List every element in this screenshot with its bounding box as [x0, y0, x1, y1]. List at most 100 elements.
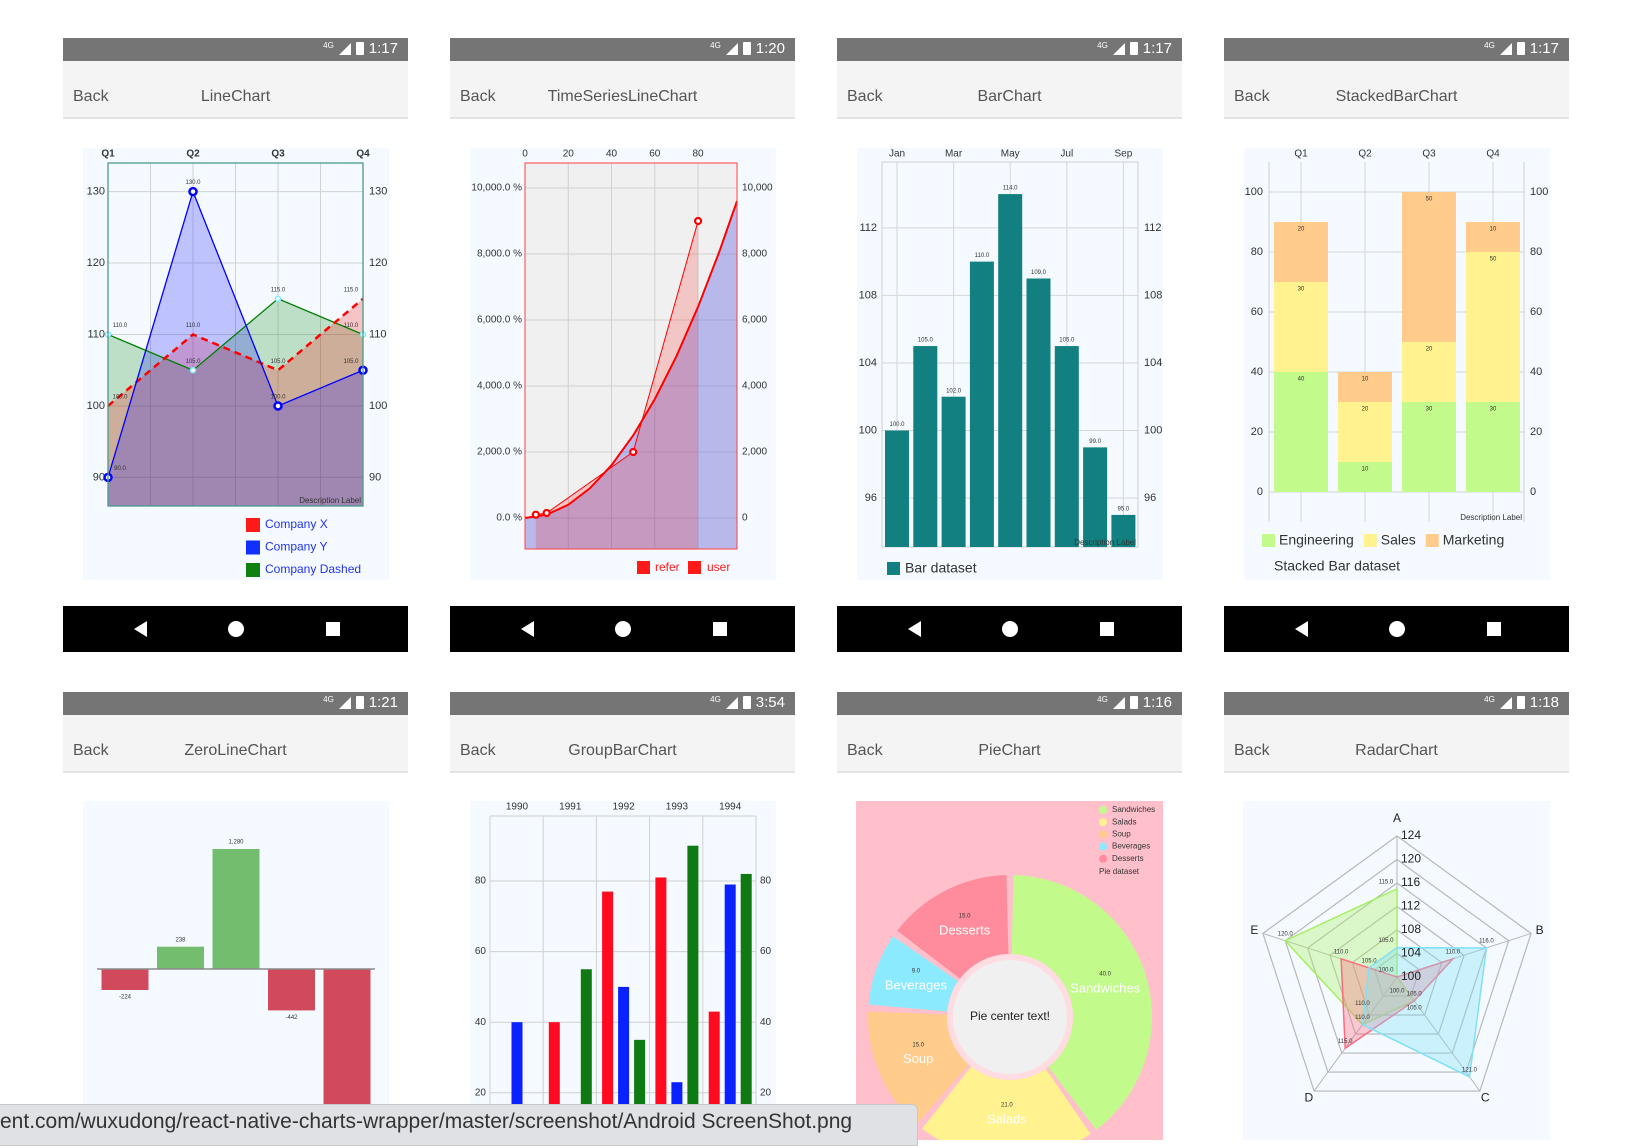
bar: [157, 946, 204, 969]
status-icons: 4G 1:18: [1484, 694, 1559, 711]
legend-label: Desserts: [1112, 854, 1144, 863]
legend-label: Sales: [1381, 532, 1416, 548]
stacked-bar-segment: [1402, 342, 1456, 402]
y-tick-left: 40: [1251, 366, 1263, 378]
bar: [655, 877, 667, 1140]
nav-back-icon[interactable]: [908, 621, 921, 637]
nav-recents-icon[interactable]: [1100, 622, 1114, 636]
status-time: 1:16: [1142, 694, 1172, 711]
y-tick-left: 60: [1251, 306, 1263, 318]
nav-recents-icon[interactable]: [326, 622, 340, 636]
r-tick-label: 116: [1401, 875, 1420, 889]
stacked-bar-segment: [1466, 252, 1520, 402]
stacked-bar-segment: [1338, 372, 1392, 402]
back-button[interactable]: Back: [460, 742, 496, 759]
y-tick-left: 80: [475, 876, 487, 887]
bar: [602, 891, 614, 1140]
y-tick-right: 96: [1144, 492, 1156, 504]
back-button[interactable]: Back: [73, 88, 109, 105]
y-tick-left: 20: [475, 1087, 487, 1098]
status-icons: 4G 1:17: [323, 40, 398, 57]
app-header: Back GroupBarChart: [450, 715, 795, 773]
chart-container: Sandwiches 40.0 Salads 21.0 Soup 15.0 Beverage…: [856, 801, 1163, 1140]
web-ring: [1306, 882, 1488, 1054]
bar: [268, 969, 315, 1011]
y-tick-left: 96: [865, 492, 877, 504]
battery-icon: [1129, 696, 1138, 709]
android-nav-bar: [1224, 606, 1569, 652]
data-label: 9.0: [912, 969, 921, 975]
slice-name-label: Soup: [903, 1051, 933, 1066]
y-tick-left: 100: [1245, 186, 1263, 198]
y-tick-right: 8,000: [742, 249, 767, 260]
status-time: 1:20: [755, 40, 785, 57]
y-tick-right: 0: [1530, 486, 1536, 498]
data-label: 40: [1298, 377, 1305, 383]
legend-swatch: [1363, 534, 1377, 547]
data-label: 110.0: [1355, 1001, 1370, 1007]
y-tick-right: 60: [1530, 306, 1542, 318]
data-label: 110.0: [113, 323, 128, 329]
y-tick-right: 0: [742, 513, 748, 524]
nav-recents-icon[interactable]: [1487, 622, 1501, 636]
r-tick-label: 104: [1401, 946, 1421, 960]
status-time: 1:17: [1529, 40, 1559, 57]
y-tick-right: 6,000: [742, 315, 767, 326]
nav-home-icon[interactable]: [1389, 621, 1405, 637]
stacked-bar-segment: [1338, 402, 1392, 462]
status-bar: 4G 1:17: [837, 38, 1182, 61]
nav-home-icon[interactable]: [228, 621, 244, 637]
series-area-2: [108, 298, 363, 506]
nav-back-icon[interactable]: [134, 621, 147, 637]
back-button[interactable]: Back: [847, 88, 883, 105]
chart-container: Q1 Q2 Q3 Q4 0 0 20 20 40 40 60 60 80 80 100 100 40 30 20 10…: [1244, 148, 1550, 580]
status-icons: 4G 3:54: [710, 694, 785, 711]
back-button[interactable]: Back: [73, 742, 109, 759]
signal-icon: [338, 42, 351, 55]
back-button[interactable]: Back: [1234, 742, 1270, 759]
battery-icon: [1516, 696, 1525, 709]
network-type-label: 4G: [323, 41, 334, 50]
legend-dot: [1099, 830, 1107, 839]
screen-title: LineChart: [200, 88, 271, 105]
slice-name-label: Beverages: [885, 978, 948, 993]
pie-slice: [897, 875, 1009, 979]
x-tick-label: Jul: [1060, 149, 1073, 160]
x-tick-label: 1994: [719, 802, 742, 813]
status-icons: 4G 1:17: [1097, 40, 1172, 57]
nav-back-icon[interactable]: [1295, 621, 1308, 637]
app-header: Back BarChart: [837, 61, 1182, 119]
x-tick-label: Q2: [186, 149, 200, 160]
y-tick-right: 80: [1530, 246, 1542, 258]
bar: [885, 430, 909, 547]
bar: [1083, 447, 1108, 547]
status-icons: 4G 1:21: [323, 694, 398, 711]
y-tick-left: 2,000.0 %: [477, 447, 522, 458]
user-area: [525, 201, 737, 549]
nav-back-icon[interactable]: [521, 621, 534, 637]
x-tick-label: Q1: [1294, 149, 1308, 160]
nav-recents-icon[interactable]: [713, 622, 727, 636]
user-line: [524, 200, 738, 519]
description-label: Description Label: [299, 496, 361, 505]
data-label: 105.0: [1407, 991, 1423, 997]
axis-label: A: [1393, 811, 1401, 825]
y-tick-left: 0.0 %: [496, 513, 522, 524]
data-label: 105.0: [1059, 338, 1075, 344]
data-label: 99.0: [1089, 439, 1101, 445]
data-label: 21.0: [1001, 1103, 1013, 1109]
nav-home-icon[interactable]: [1002, 621, 1018, 637]
nav-home-icon[interactable]: [615, 621, 631, 637]
network-type-label: 4G: [1484, 695, 1495, 704]
back-button[interactable]: Back: [460, 88, 496, 105]
y-tick-right: 80: [760, 876, 772, 887]
bar: [724, 884, 736, 1140]
y-tick-right: 100: [1530, 186, 1548, 198]
back-button[interactable]: Back: [847, 742, 883, 759]
status-bar: 4G 1:17: [63, 38, 408, 61]
y-tick-left: 60: [475, 946, 487, 957]
battery-icon: [355, 42, 364, 55]
screen-title: StackedBarChart: [1335, 88, 1458, 105]
legend-swatch: [246, 563, 260, 577]
back-button[interactable]: Back: [1234, 88, 1270, 105]
